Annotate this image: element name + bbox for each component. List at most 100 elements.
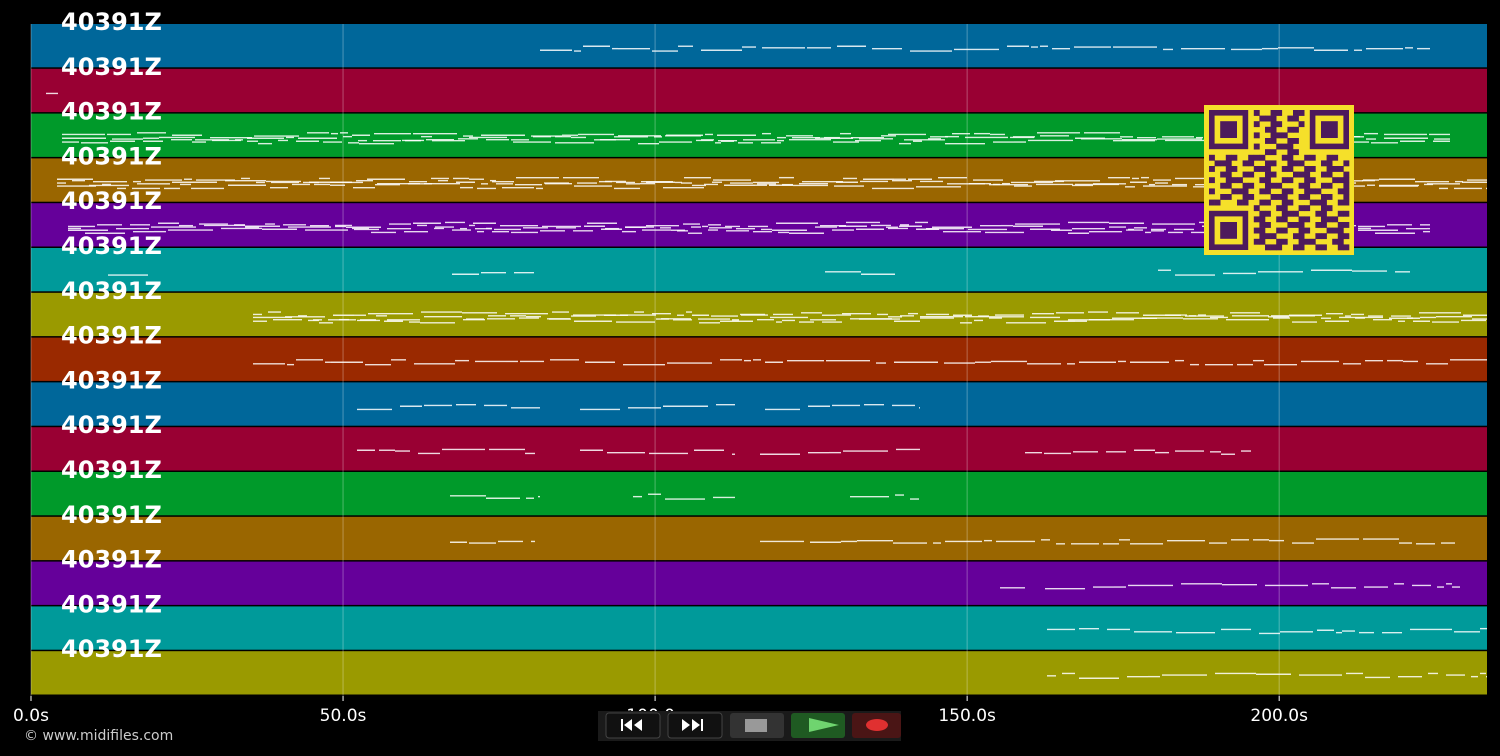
qr-module xyxy=(1298,182,1305,189)
qr-module xyxy=(1248,194,1255,200)
qr-module xyxy=(1276,121,1283,128)
track-row xyxy=(31,472,1487,516)
qr-module xyxy=(1343,177,1350,184)
qr-module xyxy=(1287,188,1294,195)
track-row xyxy=(31,248,1487,292)
track-label: 40391Z xyxy=(61,411,162,439)
qr-module xyxy=(1270,171,1277,178)
qr-module xyxy=(1276,194,1283,200)
tick-label: 150.0s xyxy=(938,706,996,726)
qr-module xyxy=(1253,205,1260,212)
qr-module xyxy=(1304,227,1311,234)
track-labels: 40391Z 40391Z 40391Z 40391Z 40391Z 40391Z 4039… xyxy=(61,8,162,663)
qr-module xyxy=(1248,160,1255,167)
qr-module xyxy=(1337,244,1344,251)
qr-module xyxy=(1287,222,1294,228)
forward-button[interactable] xyxy=(667,712,723,739)
qr-module xyxy=(1293,110,1299,116)
track-label: 40391Z xyxy=(61,590,162,618)
qr-module xyxy=(1265,166,1271,172)
qr-module xyxy=(1343,194,1350,200)
qr-module xyxy=(1225,166,1232,172)
qr-module xyxy=(1298,171,1305,178)
qr-module xyxy=(1281,143,1288,150)
qr-module xyxy=(1281,194,1288,200)
qr-module xyxy=(1315,188,1322,195)
qr-module xyxy=(1304,182,1311,189)
qr-module xyxy=(1337,188,1344,195)
track-label: 40391Z xyxy=(61,98,162,126)
qr-module xyxy=(1259,154,1266,161)
qr-module xyxy=(1321,182,1327,189)
qr-module xyxy=(1242,188,1249,195)
qr-module xyxy=(1265,115,1271,122)
record-button[interactable] xyxy=(852,713,901,738)
stop-button[interactable] xyxy=(730,713,784,738)
qr-module xyxy=(1281,177,1288,184)
qr-module xyxy=(1287,166,1294,172)
qr-module xyxy=(1265,149,1271,156)
qr-module xyxy=(1293,126,1299,133)
qr-module xyxy=(1242,182,1249,189)
qr-module xyxy=(1343,199,1350,206)
qr-module xyxy=(1259,210,1266,217)
qr-module xyxy=(1293,210,1299,217)
qr-module xyxy=(1337,222,1344,228)
track-row xyxy=(31,382,1487,426)
track-label: 40391Z xyxy=(61,53,162,81)
qr-module xyxy=(1253,238,1260,245)
qr-module xyxy=(1321,194,1327,200)
qr-finder xyxy=(1220,121,1237,138)
qr-module xyxy=(1253,143,1260,150)
tick-label: 50.0s xyxy=(320,706,367,726)
qr-module xyxy=(1293,244,1299,251)
copyright: © www.midifiles.com xyxy=(24,728,173,744)
qr-module xyxy=(1248,154,1255,161)
qr-module xyxy=(1287,138,1294,144)
qr-module xyxy=(1276,205,1283,212)
qr-module xyxy=(1265,188,1271,195)
qr-module xyxy=(1304,171,1311,178)
qr-module xyxy=(1287,154,1294,161)
qr-module xyxy=(1231,188,1238,195)
qr-module xyxy=(1281,238,1288,245)
qr-module xyxy=(1298,121,1305,128)
qr-module xyxy=(1265,182,1271,189)
qr-module xyxy=(1293,149,1299,156)
qr-module xyxy=(1304,154,1311,161)
qr-module xyxy=(1231,154,1238,161)
qr-module xyxy=(1276,227,1283,234)
track-row xyxy=(31,516,1487,561)
qr-module xyxy=(1321,171,1327,178)
qr-module xyxy=(1225,182,1232,189)
qr-module xyxy=(1276,132,1283,139)
qr-module xyxy=(1253,110,1260,116)
track-label: 40391Z xyxy=(61,501,162,529)
qr-module xyxy=(1304,238,1311,245)
qr-module xyxy=(1281,154,1288,161)
track-label: 40391Z xyxy=(61,322,162,350)
qr-module xyxy=(1337,210,1344,217)
qr-module xyxy=(1315,210,1322,217)
qr-module xyxy=(1225,171,1232,178)
rewind-button[interactable] xyxy=(605,712,661,739)
qr-module xyxy=(1321,160,1327,167)
qr-module xyxy=(1293,233,1299,240)
track-label: 40391Z xyxy=(61,366,162,394)
qr-module xyxy=(1304,205,1311,212)
qr-module xyxy=(1259,177,1266,184)
track-row xyxy=(31,68,1487,113)
qr-module xyxy=(1259,238,1266,245)
qr-module xyxy=(1315,199,1322,206)
track-label: 40391Z xyxy=(61,142,162,170)
play-button[interactable] xyxy=(791,713,845,738)
qr-module xyxy=(1337,166,1344,172)
controls xyxy=(598,711,901,741)
qr-module xyxy=(1276,182,1283,189)
track-label: 40391Z xyxy=(61,8,162,36)
qr-module xyxy=(1343,222,1350,228)
qr-module xyxy=(1332,227,1339,234)
qr-module xyxy=(1298,160,1305,167)
qr-module xyxy=(1309,154,1316,161)
